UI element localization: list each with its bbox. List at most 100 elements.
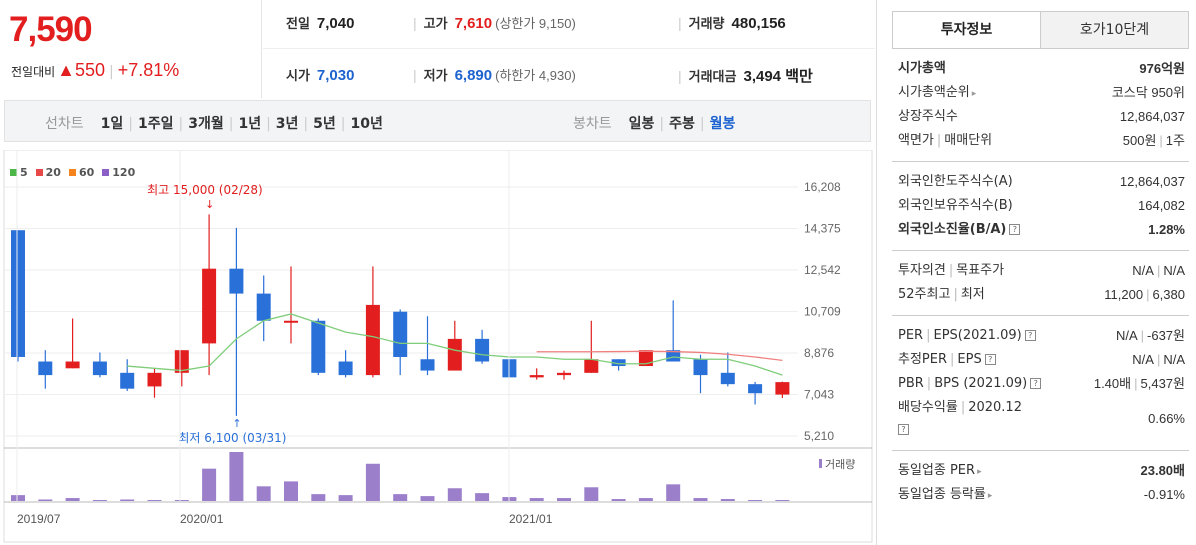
line-period-4[interactable]: 3년	[275, 116, 299, 132]
volume-bar	[393, 494, 408, 501]
info-panel: 투자정보 호가10단계 시가총액 976억원 시가총액순위 ▸ 코스닥 950위 상장…	[876, 0, 1196, 545]
help-icon[interactable]: ?	[1030, 378, 1042, 389]
opinion-row: 투자의견 | 목표주가 N/A | N/A	[898, 263, 1185, 278]
candle-body	[693, 359, 708, 376]
candle-period-2[interactable]: 월봉	[709, 116, 736, 132]
volume-bar	[11, 495, 25, 501]
candle-body	[92, 361, 107, 376]
volume-bar	[693, 498, 708, 501]
shares-row: 상장주식수 12,864,037	[898, 109, 1185, 124]
volume-bar	[529, 498, 544, 501]
volume-bar	[65, 498, 80, 501]
volume-bar	[720, 499, 735, 501]
price-summary: 7,590 전일대비 ▲550 | +7.81%	[0, 0, 262, 98]
w52-row: 52주최고 | 최저 11,200 | 6,380	[898, 287, 1185, 302]
line-period-0[interactable]: 1일	[100, 116, 124, 132]
day-high: | 고가 7,610 (상한가 9,150)	[413, 15, 576, 32]
volume: | 거래량 480,156	[678, 15, 786, 32]
open-price: 시가 7,030	[286, 67, 355, 84]
chart-frame	[3, 150, 873, 543]
change-label: 전일대비	[11, 65, 56, 79]
line-period-6[interactable]: 10년	[350, 116, 383, 132]
candle-period-0[interactable]: 일봉	[628, 116, 655, 132]
volume-bar	[120, 499, 135, 501]
prev-close: 전일 7,040	[286, 15, 355, 32]
industry-change-row[interactable]: 동일업종 등락률 ▸ -0.91%	[898, 487, 1185, 502]
volume-bar	[38, 499, 53, 501]
cap-rank-row[interactable]: 시가총액순위 ▸ 코스닥 950위	[898, 85, 1185, 100]
line-period-5[interactable]: 5년	[313, 116, 336, 132]
volume-bar	[202, 468, 217, 501]
y-tick-label: 7,043	[804, 388, 834, 402]
foreign-ratio-row: 외국인소진율(B/A)? 1.28%	[898, 222, 1185, 237]
change-amount: 550	[75, 60, 106, 80]
help-icon[interactable]: ?	[1009, 224, 1021, 235]
volume-bar	[365, 463, 380, 501]
tab-orderbook[interactable]: 호가10단계	[1040, 11, 1189, 49]
chevron-right-icon: ▸	[971, 89, 977, 99]
industry-per-row[interactable]: 동일업종 PER ▸ 23.80배	[898, 463, 1185, 478]
volume-bar	[311, 494, 326, 501]
up-arrow-icon: ↑	[232, 417, 241, 430]
candle-body	[11, 230, 25, 357]
candle-body	[38, 361, 53, 376]
candle-body	[638, 350, 653, 367]
stock-chart[interactable]: 16,208 14,375 12,542 10,709 8,876 7,043 5,210 최…	[0, 150, 876, 545]
volume-bar	[611, 499, 626, 501]
candle-period-1[interactable]: 주봉	[669, 116, 695, 132]
candle-body	[284, 320, 298, 323]
candle-body	[720, 372, 735, 385]
candle-body	[557, 372, 571, 376]
foreign-limit-row: 외국인한도주식수(A) 12,864,037	[898, 174, 1185, 189]
min-price-annotation: 최저 6,100 (03/31)	[178, 431, 286, 445]
line-period-3[interactable]: 1년	[238, 116, 262, 132]
candle-body	[338, 361, 353, 376]
change-percent: +7.81%	[117, 60, 180, 80]
candle-body	[256, 293, 271, 321]
candle-chart-options: 봉차트 일봉 | 주봉 | 월봉	[573, 116, 736, 132]
volume-bar	[256, 486, 271, 501]
legend-item-5[interactable]: 5	[10, 166, 28, 179]
foreign-section: 외국인한도주식수(A) 12,864,037 외국인보유주식수(B) 164,082…	[892, 162, 1189, 251]
down-arrow-icon: ↓	[205, 198, 214, 211]
volume-bar	[92, 500, 107, 501]
est-per-row: 추정PER | EPS? N/A | N/A	[898, 352, 1185, 367]
foreign-hold-row: 외국인보유주식수(B) 164,082	[898, 198, 1185, 213]
candle-body	[120, 372, 135, 389]
dividend-row: 배당수익률 | 2020.12? 0.66%	[898, 400, 1185, 435]
y-tick-label: 8,876	[804, 346, 834, 360]
candle-body	[229, 268, 244, 294]
market-cap-row: 시가총액 976억원	[898, 61, 1185, 76]
volume-bar	[475, 493, 490, 501]
volume-bar	[557, 498, 571, 501]
y-tick-label: 10,709	[804, 305, 841, 319]
ma-legend: 5 20 60 120	[10, 166, 143, 179]
candle-body	[475, 338, 490, 362]
help-icon[interactable]: ?	[984, 354, 996, 365]
volume-bar	[420, 496, 435, 501]
legend-item-60[interactable]: 60	[68, 166, 94, 179]
tab-invest-info[interactable]: 투자정보	[892, 11, 1041, 49]
quote-grid: 전일 7,040 | 고가 7,610 (상한가 9,150) | 거래량 480,156 …	[263, 0, 875, 98]
current-price: 7,590	[9, 10, 93, 49]
legend-item-20[interactable]: 20	[35, 166, 61, 179]
candle-body	[447, 338, 462, 371]
candle-body	[748, 384, 763, 394]
volume-bar	[775, 500, 790, 501]
volume-bar	[284, 481, 298, 501]
candle-body	[202, 268, 217, 344]
legend-item-120[interactable]: 120	[102, 166, 135, 179]
industry-section: 동일업종 PER ▸ 23.80배 동일업종 등락률 ▸ -0.91%	[892, 451, 1189, 515]
volume-bar	[584, 487, 599, 501]
candle-body	[174, 350, 189, 373]
line-period-2[interactable]: 3개월	[188, 116, 224, 132]
volume-bar	[447, 488, 462, 501]
help-icon[interactable]: ?	[898, 424, 909, 435]
y-tick-label: 5,210	[804, 429, 834, 443]
candle-body	[584, 359, 599, 373]
x-tick-label: 2021/01	[509, 512, 553, 526]
help-icon[interactable]: ?	[1024, 330, 1036, 341]
line-period-1[interactable]: 1주일	[137, 116, 174, 132]
up-arrow-icon: ▲	[57, 60, 75, 80]
per-row: PER | EPS(2021.09)? N/A | -637원	[898, 328, 1185, 343]
